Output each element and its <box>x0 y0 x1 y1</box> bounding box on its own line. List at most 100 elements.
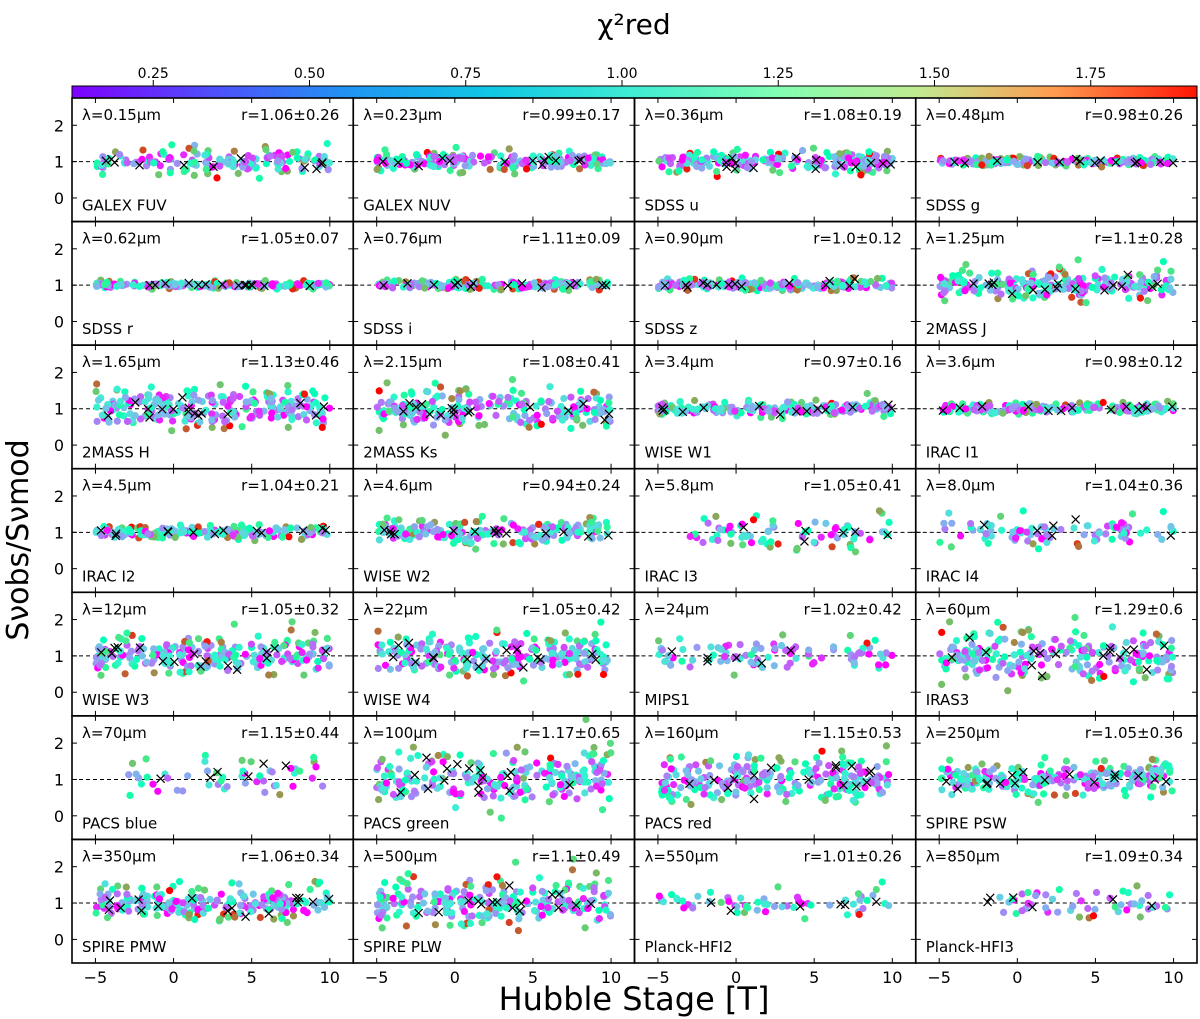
data-point <box>533 411 541 419</box>
data-point <box>318 423 326 431</box>
data-point <box>605 795 613 803</box>
panel-ratio: r=1.02±0.42 <box>804 600 902 618</box>
data-point <box>1072 628 1080 636</box>
data-point <box>238 756 246 765</box>
data-point <box>485 400 493 408</box>
data-point <box>219 398 227 406</box>
data-point <box>428 397 436 406</box>
data-point <box>1154 666 1162 674</box>
data-point <box>854 791 862 800</box>
data-point <box>164 774 172 782</box>
flagged-marker <box>145 412 154 422</box>
data-point <box>1015 658 1023 666</box>
x-axis-label: Hubble Stage [T] <box>499 980 770 1018</box>
data-point <box>206 283 214 291</box>
data-point <box>117 281 125 289</box>
data-point <box>606 739 615 747</box>
data-point <box>201 528 209 536</box>
data-point <box>830 409 838 417</box>
data-point <box>587 785 595 793</box>
data-point <box>149 780 157 788</box>
flagged-marker <box>379 525 389 535</box>
data-point <box>1014 285 1022 293</box>
data-point <box>294 281 302 289</box>
data-point <box>447 532 456 540</box>
flagged-marker <box>551 156 561 166</box>
data-point <box>543 409 551 418</box>
data-point <box>940 519 948 527</box>
flagged-marker <box>378 157 388 166</box>
data-point <box>287 764 295 772</box>
data-point <box>1027 633 1035 641</box>
data-point <box>129 281 137 289</box>
flagged-marker <box>1051 649 1061 659</box>
data-point <box>857 769 865 778</box>
panel-wavelength: λ=12μm <box>82 600 147 618</box>
flagged-marker <box>449 409 458 419</box>
panel-wavelength: λ=3.6μm <box>926 353 995 371</box>
data-point <box>231 413 239 421</box>
flagged-marker <box>992 156 1002 166</box>
data-point <box>1009 662 1017 670</box>
data-point <box>1009 295 1017 303</box>
data-point <box>443 644 451 652</box>
data-point <box>604 778 613 787</box>
flagged-marker <box>600 415 610 425</box>
data-point <box>565 635 573 643</box>
data-point <box>184 646 193 654</box>
data-point <box>666 755 675 763</box>
data-point <box>1144 297 1152 305</box>
panel-band-name: WISE W2 <box>363 567 430 585</box>
flagged-marker <box>802 406 812 416</box>
data-point <box>565 286 573 294</box>
flagged-marker <box>197 409 207 418</box>
data-point <box>768 154 777 162</box>
panel-points <box>353 512 635 553</box>
data-point <box>203 533 212 541</box>
flagged-marker <box>217 280 227 289</box>
data-point <box>445 284 453 292</box>
data-point <box>701 784 709 792</box>
data-point <box>121 670 129 678</box>
data-point <box>484 530 492 538</box>
data-point <box>1108 535 1116 543</box>
data-point <box>445 650 453 659</box>
data-point <box>241 779 249 787</box>
panel-band-name: PACS green <box>363 814 449 832</box>
data-point <box>467 759 475 767</box>
data-point <box>564 281 572 289</box>
data-point <box>418 277 426 285</box>
data-point <box>814 283 822 291</box>
flagged-marker <box>685 779 694 789</box>
data-point <box>1055 263 1063 271</box>
data-point <box>588 758 596 766</box>
data-point <box>938 680 946 689</box>
data-point <box>389 790 397 799</box>
data-point <box>882 742 891 750</box>
data-point <box>276 282 284 290</box>
data-point <box>957 532 965 540</box>
data-point <box>188 398 196 406</box>
data-point <box>1088 283 1096 292</box>
flagged-marker <box>417 399 427 409</box>
panel-points <box>634 389 916 423</box>
data-point <box>800 768 808 776</box>
data-point <box>755 778 763 786</box>
data-point <box>1098 265 1106 274</box>
data-point <box>509 164 517 172</box>
data-point <box>1004 687 1012 695</box>
data-point <box>769 166 777 174</box>
data-point <box>216 155 224 163</box>
flagged-marker <box>429 280 439 290</box>
data-point <box>855 649 864 657</box>
data-point <box>888 284 896 292</box>
flagged-marker <box>213 767 222 777</box>
data-point <box>766 279 774 287</box>
data-point <box>693 643 701 652</box>
data-point <box>546 761 554 769</box>
data-point <box>939 157 948 165</box>
data-point <box>981 404 990 412</box>
data-point <box>950 643 958 652</box>
data-point <box>832 793 840 801</box>
